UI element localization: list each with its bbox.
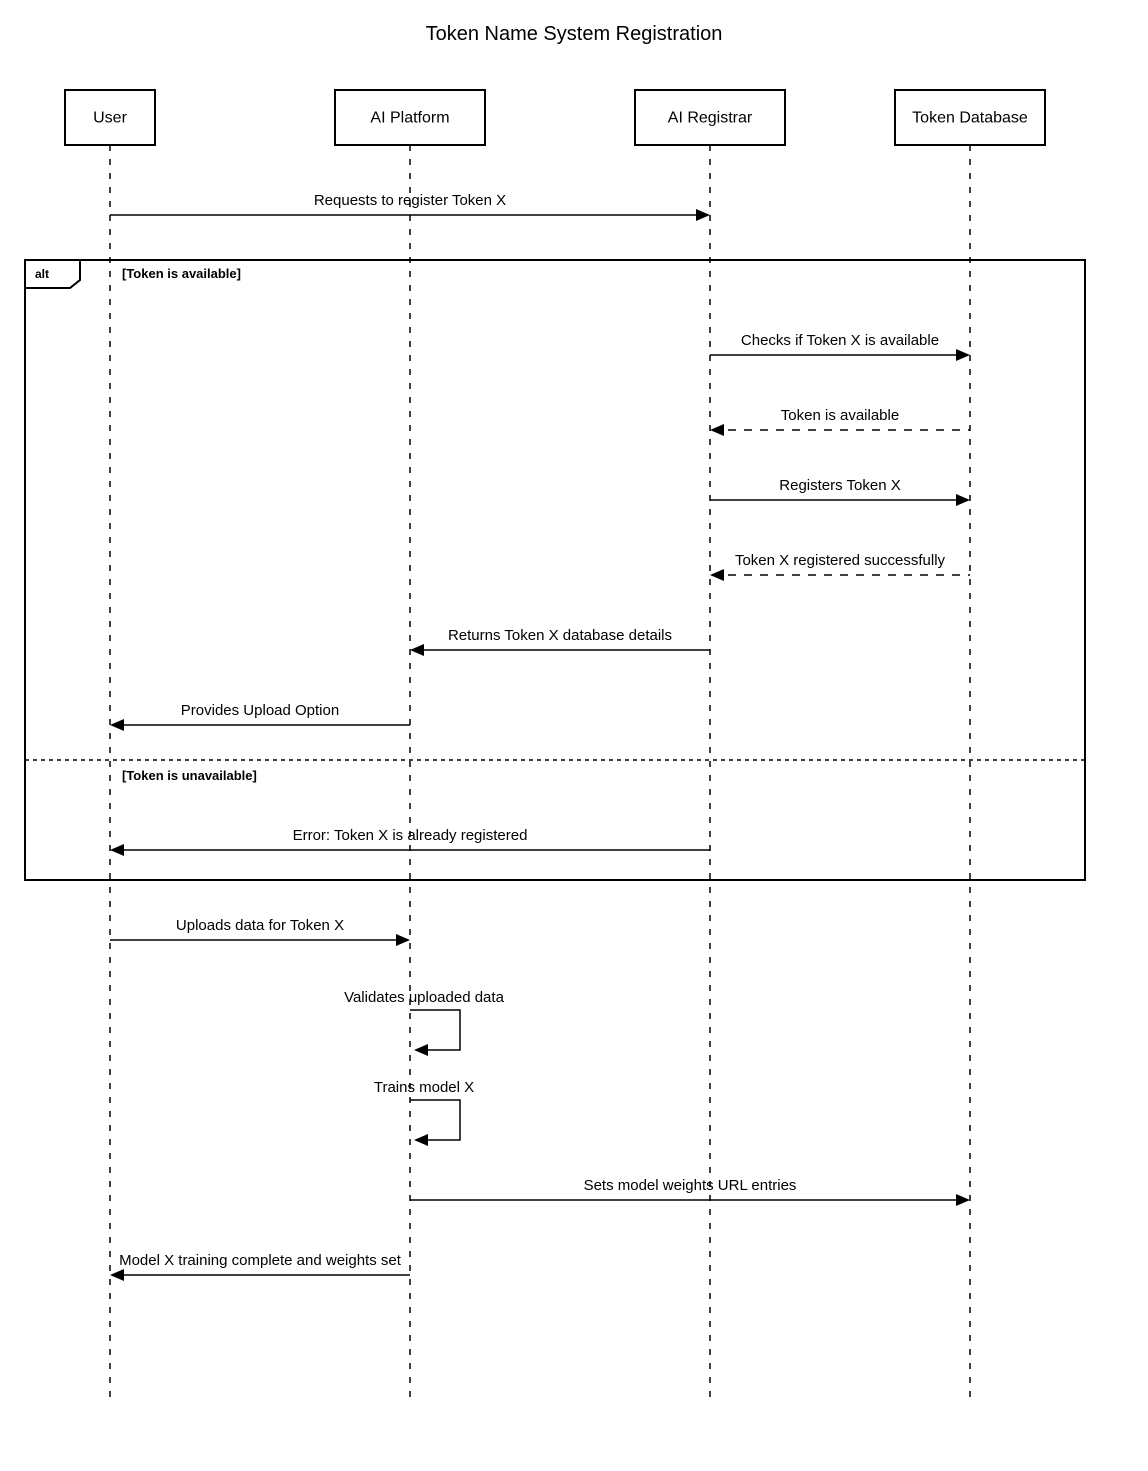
actor-label-platform: AI Platform <box>370 110 449 127</box>
actor-label-registrar: AI Registrar <box>668 110 753 127</box>
sequence-diagram: Token Name System Registration User AI Pla… <box>0 0 1148 1471</box>
message-label-1: Checks if Token X is available <box>741 332 939 349</box>
message-9 <box>410 1010 460 1050</box>
actor-label-user: User <box>93 110 127 127</box>
message-label-3: Registers Token X <box>779 477 900 494</box>
message-label-10: Trains model X <box>374 1079 474 1096</box>
message-label-5: Returns Token X database details <box>448 627 672 644</box>
message-label-7: Error: Token X is already registered <box>293 827 528 844</box>
message-label-11: Sets model weights URL entries <box>584 1177 797 1194</box>
alt-tab <box>25 260 80 288</box>
message-label-2: Token is available <box>781 407 899 424</box>
message-10 <box>410 1100 460 1140</box>
alt-guard-1: [Token is unavailable] <box>122 768 257 783</box>
message-label-12: Model X training complete and weights se… <box>119 1252 402 1269</box>
message-label-9: Validates uploaded data <box>344 989 505 1006</box>
message-label-0: Requests to register Token X <box>314 192 506 209</box>
message-label-4: Token X registered successfully <box>735 552 946 569</box>
alt-guard-0: [Token is available] <box>122 266 241 281</box>
actor-label-database: Token Database <box>912 110 1028 127</box>
message-label-8: Uploads data for Token X <box>176 917 344 934</box>
alt-fragment <box>25 260 1085 880</box>
message-label-6: Provides Upload Option <box>181 702 339 719</box>
alt-label: alt <box>35 267 49 281</box>
diagram-title: Token Name System Registration <box>426 23 723 45</box>
